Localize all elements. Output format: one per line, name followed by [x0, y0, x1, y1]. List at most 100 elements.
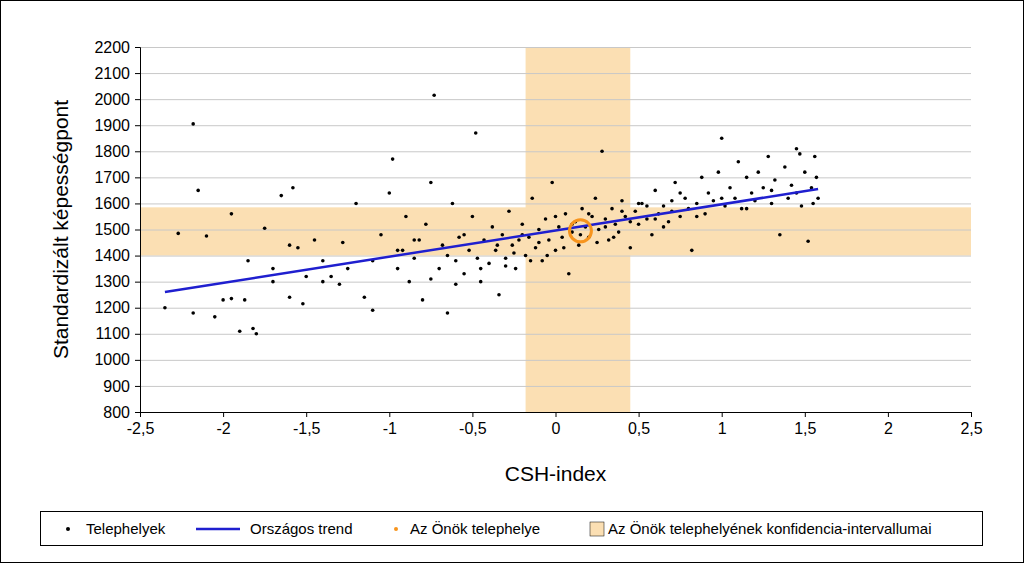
point: [707, 191, 711, 195]
point: [612, 236, 616, 240]
point: [554, 215, 558, 219]
point: [191, 122, 195, 126]
point: [213, 315, 217, 319]
y-tick-mark: [135, 334, 140, 335]
point: [497, 293, 501, 297]
point: [557, 225, 561, 229]
point: [600, 149, 604, 153]
point: [296, 246, 300, 250]
point: [454, 282, 458, 286]
chart: -2,5-2-1,5-1-0,500,511,522,5800900100011…: [0, 0, 1024, 563]
point: [396, 249, 400, 253]
point: [429, 277, 433, 281]
point: [610, 207, 614, 211]
point: [645, 204, 649, 208]
y-tick-mark: [135, 151, 140, 152]
grid-line: [140, 99, 971, 100]
x-tick-mark: [556, 412, 557, 417]
y-tick-mark: [135, 203, 140, 204]
point: [471, 215, 475, 219]
x-tick-label: 0: [552, 420, 561, 437]
point: [451, 202, 455, 206]
x-tick: 0,5: [628, 412, 650, 437]
point: [487, 262, 491, 266]
point: [683, 196, 687, 200]
legend-label: Telephelyek: [86, 520, 166, 537]
point: [479, 280, 483, 284]
point: [388, 191, 392, 195]
y-axis-line: [135, 48, 141, 413]
grid-line: [140, 386, 971, 387]
point: [271, 280, 275, 284]
y-tick-label: 1300: [94, 273, 130, 290]
x-tick-mark: [722, 412, 723, 417]
y-tick: 800: [103, 404, 140, 421]
point: [720, 196, 724, 200]
grid-line: [140, 360, 971, 361]
y-tick-mark: [135, 47, 140, 48]
point: [454, 259, 458, 263]
x-tick-label: -1,5: [293, 420, 321, 437]
point: [745, 207, 749, 211]
point: [607, 238, 611, 242]
point: [816, 196, 820, 200]
point: [321, 280, 325, 284]
point: [717, 170, 721, 174]
point: [811, 202, 815, 206]
point: [494, 249, 498, 253]
point: [476, 256, 480, 260]
point: [512, 251, 516, 255]
legend-symbol: [590, 522, 604, 536]
point: [446, 254, 450, 258]
point: [594, 196, 598, 200]
point: [577, 243, 581, 247]
point: [507, 209, 511, 213]
point: [740, 207, 744, 211]
point: [446, 311, 450, 315]
x-axis: -2,5-2-1,5-1-0,500,511,522,5: [127, 412, 983, 437]
x-axis-title: CSH-index: [505, 462, 607, 485]
point: [560, 236, 564, 240]
point: [467, 249, 471, 253]
y-tick: 1100: [96, 325, 140, 342]
point: [590, 215, 594, 219]
point: [617, 230, 621, 234]
point: [540, 259, 544, 263]
y-tick-label: 1900: [94, 117, 130, 134]
grid-line: [140, 334, 971, 335]
point: [703, 212, 707, 216]
x-tick-label: 0,5: [628, 420, 650, 437]
y-tick: 1600: [94, 195, 140, 212]
x-tick-mark: [306, 412, 307, 417]
point: [604, 225, 608, 229]
y-tick-mark: [135, 282, 140, 283]
point: [371, 309, 375, 313]
y-tick-mark: [135, 386, 140, 387]
point: [412, 256, 416, 260]
point: [662, 225, 666, 229]
y-tick-label: 2100: [94, 65, 130, 82]
point: [238, 329, 242, 333]
y-tick-mark: [135, 256, 140, 257]
point: [176, 232, 180, 236]
point: [650, 233, 654, 237]
x-tick: 2: [884, 412, 893, 437]
y-tick: 2200: [94, 39, 140, 56]
point: [301, 302, 305, 306]
grid-line: [140, 256, 971, 257]
point: [496, 243, 500, 247]
point: [766, 155, 770, 159]
point: [803, 170, 807, 174]
x-tick-label: 1,5: [794, 420, 816, 437]
point: [815, 176, 819, 180]
grid-line: [140, 203, 971, 204]
x-tick: 0: [552, 412, 561, 437]
x-tick: 2,5: [960, 412, 982, 437]
legend-label: Az Önök telephelyének konfidencia-interv…: [608, 520, 932, 537]
y-tick-label: 1400: [94, 247, 130, 264]
grid-line: [140, 282, 971, 283]
point: [673, 181, 677, 185]
point: [251, 327, 255, 331]
point: [620, 199, 624, 203]
x-tick: 1: [718, 412, 727, 437]
